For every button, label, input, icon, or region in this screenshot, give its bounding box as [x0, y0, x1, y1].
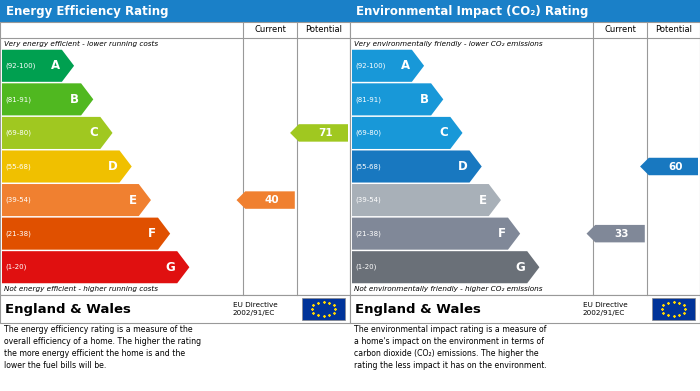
Polygon shape: [237, 191, 295, 209]
Text: England & Wales: England & Wales: [355, 303, 481, 316]
Text: (21-38): (21-38): [355, 230, 381, 237]
Text: G: G: [515, 261, 525, 274]
Text: (39-54): (39-54): [5, 197, 31, 203]
Text: C: C: [440, 126, 448, 140]
Text: Not environmentally friendly - higher CO₂ emissions: Not environmentally friendly - higher CO…: [354, 285, 542, 292]
Text: D: D: [458, 160, 468, 173]
Text: D: D: [108, 160, 118, 173]
Text: Not energy efficient - higher running costs: Not energy efficient - higher running co…: [4, 285, 158, 292]
Polygon shape: [2, 151, 132, 183]
Polygon shape: [352, 218, 520, 250]
Bar: [302, 298, 346, 320]
Text: England & Wales: England & Wales: [5, 303, 131, 316]
Text: (81-91): (81-91): [355, 96, 381, 102]
Text: (69-80): (69-80): [355, 130, 381, 136]
Bar: [350, 22, 700, 38]
Text: (1-20): (1-20): [5, 264, 27, 271]
Text: A: A: [401, 59, 410, 72]
Text: (81-91): (81-91): [5, 96, 31, 102]
Polygon shape: [2, 117, 113, 149]
Text: B: B: [420, 93, 429, 106]
Text: Very energy efficient - lower running costs: Very energy efficient - lower running co…: [4, 40, 158, 47]
Text: EU Directive
2002/91/EC: EU Directive 2002/91/EC: [232, 302, 277, 316]
Text: 60: 60: [668, 161, 682, 172]
Bar: [350, 0, 700, 22]
Text: Energy Efficiency Rating: Energy Efficiency Rating: [6, 5, 169, 18]
Text: 33: 33: [615, 229, 629, 239]
Bar: [0, 22, 350, 38]
Text: The environmental impact rating is a measure of
a home's impact on the environme: The environmental impact rating is a mea…: [354, 325, 547, 370]
Text: Potential: Potential: [655, 25, 692, 34]
Polygon shape: [352, 117, 463, 149]
Text: (92-100): (92-100): [355, 63, 386, 69]
Text: Current: Current: [604, 25, 636, 34]
Text: Potential: Potential: [305, 25, 342, 34]
Text: Very environmentally friendly - lower CO₂ emissions: Very environmentally friendly - lower CO…: [354, 40, 542, 47]
Text: 40: 40: [265, 195, 279, 205]
Polygon shape: [2, 251, 190, 283]
Bar: [350, 22, 700, 295]
Text: (39-54): (39-54): [355, 197, 381, 203]
Text: Current: Current: [254, 25, 286, 34]
Bar: [0, 0, 350, 22]
Polygon shape: [352, 151, 482, 183]
Text: C: C: [90, 126, 98, 140]
Text: A: A: [51, 59, 60, 72]
Polygon shape: [2, 184, 151, 216]
Polygon shape: [352, 83, 443, 115]
Polygon shape: [352, 251, 540, 283]
Polygon shape: [2, 50, 74, 82]
Text: Environmental Impact (CO₂) Rating: Environmental Impact (CO₂) Rating: [356, 5, 589, 18]
Text: G: G: [165, 261, 175, 274]
Text: (55-68): (55-68): [355, 163, 381, 170]
Text: The energy efficiency rating is a measure of the
overall efficiency of a home. T: The energy efficiency rating is a measur…: [4, 325, 201, 370]
Polygon shape: [640, 158, 698, 175]
Text: (55-68): (55-68): [5, 163, 31, 170]
Bar: [652, 298, 696, 320]
Text: F: F: [148, 227, 156, 240]
Polygon shape: [352, 184, 501, 216]
Bar: [0, 295, 350, 323]
Bar: [350, 295, 700, 323]
Polygon shape: [2, 83, 93, 115]
Text: (1-20): (1-20): [355, 264, 377, 271]
Polygon shape: [352, 50, 424, 82]
Text: EU Directive
2002/91/EC: EU Directive 2002/91/EC: [582, 302, 627, 316]
Polygon shape: [290, 124, 348, 142]
Text: (92-100): (92-100): [5, 63, 36, 69]
Text: E: E: [479, 194, 486, 206]
Polygon shape: [587, 225, 645, 242]
Text: B: B: [70, 93, 79, 106]
Text: E: E: [129, 194, 137, 206]
Text: (69-80): (69-80): [5, 130, 31, 136]
Text: F: F: [498, 227, 506, 240]
Polygon shape: [2, 218, 170, 250]
Text: 71: 71: [318, 128, 332, 138]
Bar: [0, 22, 350, 295]
Text: (21-38): (21-38): [5, 230, 31, 237]
